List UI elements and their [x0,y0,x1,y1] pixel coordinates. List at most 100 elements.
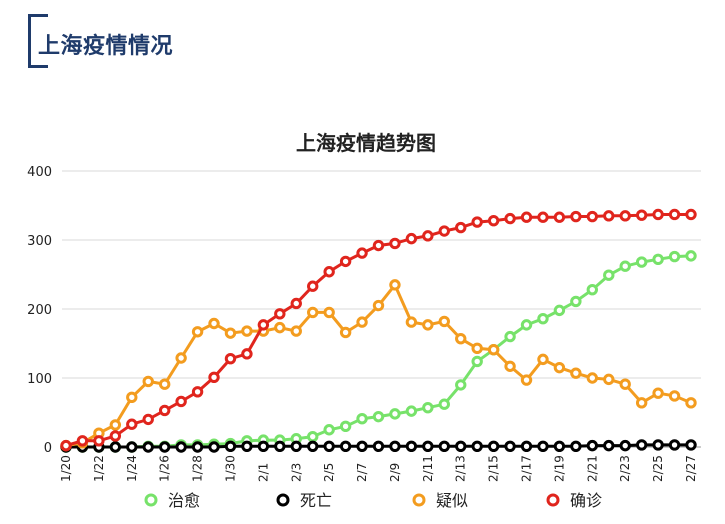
data-point [109,419,122,431]
data-point [685,250,697,262]
x-tick-label: 1/20 [59,455,73,482]
data-point [652,253,664,266]
page-title: 上海疫情情况 [38,34,174,59]
data-point [158,441,171,453]
data-point [487,214,500,227]
data-point [274,440,286,453]
data-point [76,435,89,447]
data-point [619,260,631,272]
data-point [504,440,516,453]
data-point [520,211,533,223]
x-tick-label: 2/25 [651,455,665,482]
x-tick-label: 2/23 [618,455,632,482]
data-point [668,208,681,221]
data-point [455,332,467,345]
data-point [553,440,566,453]
data-point [290,297,302,310]
y-tick-label: 200 [27,303,52,318]
legend-label: 确诊 [570,491,602,510]
data-point [372,239,385,252]
data-point [586,439,599,452]
data-point [241,348,253,360]
data-point [537,440,549,453]
data-point [553,304,566,317]
data-point [257,440,270,453]
data-point [487,344,500,356]
data-point [241,325,253,337]
x-tick-label: 1/22 [92,455,106,482]
data-point [504,360,516,372]
data-point [307,440,319,453]
data-point [652,387,664,399]
data-point [520,440,533,453]
data-point [208,441,220,453]
data-point [307,430,319,443]
data-point [339,255,352,268]
data-point [290,440,302,453]
data-point [389,237,401,250]
data-point [224,352,237,365]
data-point [685,439,697,451]
data-point [208,371,220,384]
data-point [339,326,352,339]
data-point [570,295,582,308]
data-point [356,440,368,453]
y-tick-label: 100 [27,372,52,387]
data-point [356,247,368,259]
data-point [356,316,368,328]
data-point [603,269,615,281]
data-point [191,326,204,338]
data-point [553,211,566,223]
data-point [635,439,648,451]
data-point [142,441,154,453]
data-point [668,250,681,263]
data-point [405,440,418,453]
data-point [356,413,368,425]
data-point [520,319,533,331]
data-point [603,439,615,452]
x-tick-label: 2/15 [487,455,501,482]
data-point [405,405,418,417]
data-point [158,404,171,417]
legend-label: 治愈 [168,491,200,510]
data-point [323,266,335,278]
data-point [323,424,335,436]
x-tick-label: 1/26 [158,455,172,482]
data-point [142,375,154,388]
data-point [455,379,467,391]
x-tick-label: 2/5 [322,463,336,482]
data-point [339,440,352,453]
legend-label: 疑似 [436,491,468,510]
data-point [520,374,533,386]
data-point [471,440,483,453]
data-point [438,398,450,410]
data-point [635,256,648,268]
data-point [307,280,319,292]
x-tick-label: 2/21 [585,455,599,482]
data-point [652,208,664,221]
data-point [422,230,434,242]
data-point [175,352,187,364]
data-point [422,440,434,453]
x-tick-label: 2/13 [454,455,468,482]
legend-label: 死亡 [300,491,332,510]
data-point [323,440,335,453]
data-point [635,397,648,409]
data-point [405,232,418,245]
x-tick-label: 1/28 [191,455,205,482]
data-point [241,440,253,453]
data-point [126,391,138,404]
data-point [553,361,566,374]
x-tick-label: 2/27 [684,455,698,482]
data-point [668,439,681,451]
data-point [652,439,664,451]
x-axis: 1/20 1/22 1/24 1/26 1/28 1/30 2/1 2/3 2/5 2/7 2/9 2… [59,455,698,482]
data-point [570,210,582,223]
y-tick-label: 300 [27,234,52,249]
legend-marker [546,493,560,507]
y-tick-label: 0 [44,441,52,456]
data-point [126,418,138,430]
title-bracket [28,14,48,68]
data-point [224,327,237,339]
